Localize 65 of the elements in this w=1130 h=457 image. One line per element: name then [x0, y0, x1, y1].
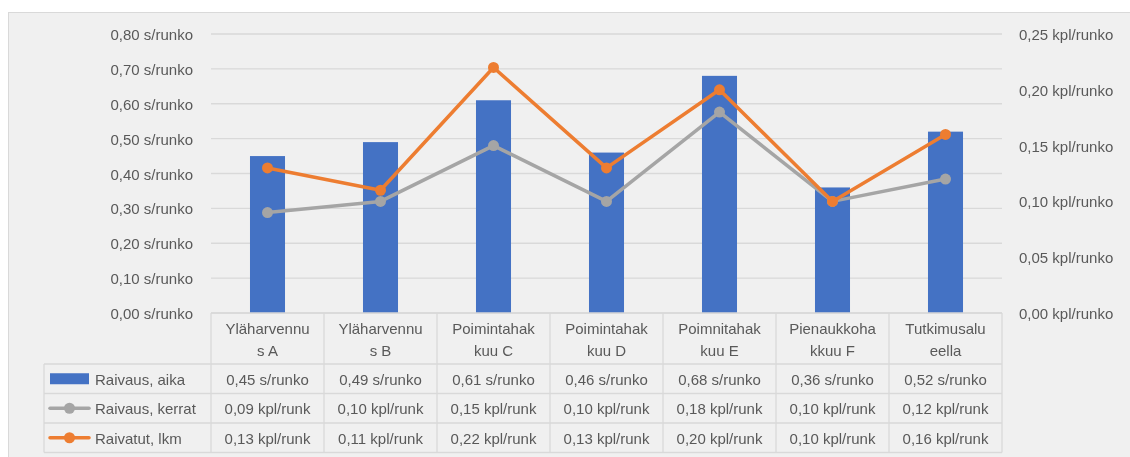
- x-tick-label: Pienaukkohakkuu F: [789, 319, 877, 358]
- data-label: 0,18 kpl/runk: [676, 399, 763, 417]
- y-tick-label: 0,80 s/runko: [110, 25, 193, 43]
- data-label: 0,12 kpl/runk: [902, 399, 989, 417]
- y-tick-label: 0,60 s/runko: [110, 95, 193, 113]
- bar: [588, 152, 625, 313]
- y2-tick-label: 0,20 kpl/runko: [1019, 81, 1114, 99]
- data-label: 0,68 s/runko: [678, 370, 761, 388]
- data-label: 0,10 kpl/runk: [789, 399, 876, 417]
- data-label: 0,10 kpl/runk: [563, 399, 650, 417]
- bar: [701, 75, 738, 313]
- data-label: 0,13 kpl/runk: [224, 429, 311, 447]
- y2-tick-label: 0,25 kpl/runko: [1019, 25, 1114, 43]
- bar: [927, 131, 964, 313]
- data-label: 0,61 s/runko: [452, 370, 535, 388]
- legend-label: Raivaus, kerrat: [95, 399, 197, 417]
- data-label: 0,45 s/runko: [226, 370, 309, 388]
- y-tick-label: 0,40 s/runko: [110, 165, 193, 182]
- data-label: 0,52 s/runko: [904, 370, 987, 388]
- point: [940, 128, 951, 140]
- y2-tick-label: 0,05 kpl/runko: [1019, 248, 1114, 266]
- y-tick-label: 0,20 s/runko: [110, 234, 193, 252]
- y-tick-label: 0,00 s/runko: [110, 304, 193, 322]
- point: [940, 173, 951, 185]
- y2-tick-label: 0,00 kpl/runko: [1019, 304, 1114, 322]
- point: [601, 162, 612, 174]
- x-tick-label: Yläharvennus B: [338, 319, 423, 358]
- point: [488, 61, 499, 73]
- bar: [475, 100, 512, 313]
- point: [375, 184, 386, 196]
- y2-tick-label: 0,15 kpl/runko: [1019, 137, 1114, 155]
- point: [375, 195, 386, 207]
- point: [262, 162, 273, 174]
- x-tick-label: Poimintahakkuu C: [452, 319, 536, 358]
- y-tick-label: 0,30 s/runko: [110, 199, 193, 217]
- x-tick-label: Poimintahakkuu D: [565, 319, 649, 358]
- legend-label: Raivaus, aika: [95, 370, 186, 388]
- data-label: 0,20 kpl/runk: [676, 429, 763, 447]
- point: [601, 195, 612, 207]
- data-label: 0,22 kpl/runk: [450, 429, 537, 447]
- legend-label: Raivatut, lkm: [95, 429, 182, 447]
- data-label: 0,11 kpl/runk: [338, 429, 424, 447]
- point: [714, 106, 725, 118]
- y-tick-label: 0,10 s/runko: [110, 269, 193, 287]
- data-label: 0,49 s/runko: [339, 370, 422, 388]
- y2-tick-label: 0,10 kpl/runko: [1019, 192, 1114, 210]
- point: [714, 84, 725, 96]
- data-label: 0,09 kpl/runk: [224, 399, 311, 417]
- data-label: 0,13 kpl/runk: [563, 429, 650, 447]
- x-tick-label: Yläharvennus A: [225, 319, 310, 358]
- x-tick-label: Tutkimusalueella: [905, 319, 986, 358]
- point: [488, 140, 499, 152]
- x-tick-label: Poimnitahakkuu E: [678, 319, 762, 358]
- bar: [249, 156, 286, 313]
- data-label: 0,16 kpl/runk: [902, 429, 989, 447]
- data-label: 0,46 s/runko: [565, 370, 648, 388]
- bar: [814, 187, 851, 313]
- point: [262, 207, 273, 219]
- bar: [362, 142, 399, 313]
- data-label: 0,15 kpl/runk: [450, 399, 537, 417]
- y-tick-label: 0,50 s/runko: [110, 130, 193, 148]
- data-label: 0,36 s/runko: [791, 370, 874, 388]
- data-label: 0,10 kpl/runk: [789, 429, 876, 447]
- data-label: 0,10 kpl/runk: [337, 399, 424, 417]
- y-tick-label: 0,70 s/runko: [110, 60, 193, 78]
